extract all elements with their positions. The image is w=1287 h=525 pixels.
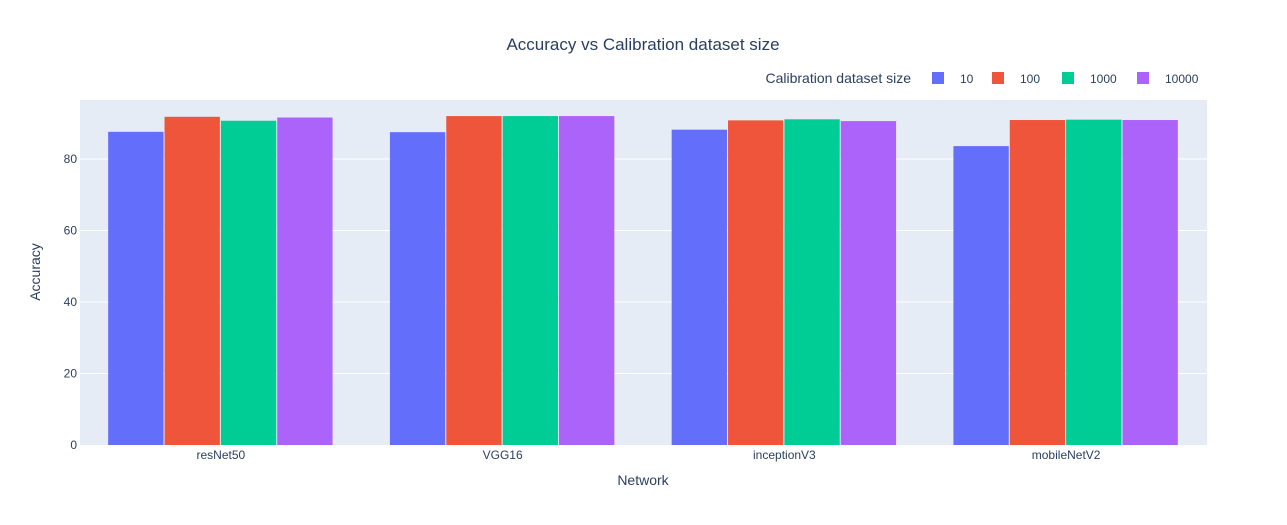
bar-100-inceptionV3[interactable] <box>728 120 784 445</box>
x-tick-label: mobileNetV2 <box>1032 448 1101 462</box>
bar-1000-resNet50[interactable] <box>220 120 277 445</box>
bar-1000-mobileNetV2[interactable] <box>1066 119 1122 446</box>
bar-10000-mobileNetV2[interactable] <box>1122 120 1178 446</box>
y-tick-label: 40 <box>64 295 78 309</box>
legend-swatch-100[interactable] <box>992 72 1004 84</box>
bar-10-inceptionV3[interactable] <box>671 129 728 445</box>
legend-title: Calibration dataset size <box>765 70 911 86</box>
y-tick-label: 20 <box>64 366 78 380</box>
legend-swatch-10000[interactable] <box>1137 72 1149 84</box>
legend-label-100[interactable]: 100 <box>1020 72 1040 86</box>
y-tick-label: 0 <box>70 438 77 452</box>
legend-swatch-1000[interactable] <box>1062 72 1074 84</box>
bar-1000-VGG16[interactable] <box>502 116 558 446</box>
bar-10000-VGG16[interactable] <box>558 116 615 446</box>
legend-label-10[interactable]: 10 <box>960 72 974 86</box>
x-tick-label: inceptionV3 <box>753 448 816 462</box>
x-tick-label: VGG16 <box>483 448 523 462</box>
bar-100-mobileNetV2[interactable] <box>1009 120 1066 446</box>
y-tick-label: 60 <box>64 223 78 237</box>
bars <box>108 116 1178 446</box>
legend: Calibration dataset size 10 100 1000 10000 <box>765 70 1198 86</box>
legend-label-1000[interactable]: 1000 <box>1090 72 1117 86</box>
bar-10-mobileNetV2[interactable] <box>953 146 1009 445</box>
y-tick-label: 80 <box>64 152 78 166</box>
legend-label-10000[interactable]: 10000 <box>1165 72 1199 86</box>
y-axis-ticks: 0 20 40 60 80 <box>64 152 78 452</box>
bar-10000-inceptionV3[interactable] <box>840 121 897 445</box>
x-axis-title: Network <box>617 472 669 488</box>
x-axis-ticks: resNet50 VGG16 inceptionV3 mobileNetV2 <box>197 448 1101 462</box>
bar-10000-resNet50[interactable] <box>277 117 333 446</box>
bar-100-resNet50[interactable] <box>164 116 220 446</box>
x-tick-label: resNet50 <box>197 448 246 462</box>
legend-swatch-10[interactable] <box>932 72 944 84</box>
chart-title: Accuracy vs Calibration dataset size <box>506 35 779 54</box>
bar-1000-inceptionV3[interactable] <box>784 119 840 446</box>
y-axis-title: Accuracy <box>27 243 43 301</box>
bar-100-VGG16[interactable] <box>446 116 502 446</box>
bar-10-resNet50[interactable] <box>108 131 164 445</box>
bar-10-VGG16[interactable] <box>389 132 446 446</box>
